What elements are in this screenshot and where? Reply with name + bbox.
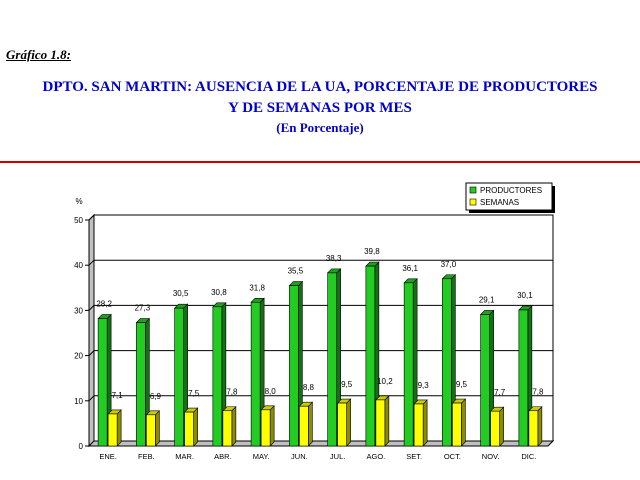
bar-productores	[365, 265, 376, 447]
bar-productores	[289, 285, 299, 447]
bar-productores	[518, 309, 529, 447]
bar-semanas	[490, 410, 500, 447]
bar-productores	[136, 322, 146, 447]
x-tick-label: OCT.	[444, 452, 461, 461]
bar-side	[193, 407, 198, 447]
gridline	[88, 304, 553, 311]
bar-semanas	[528, 410, 539, 447]
data-label-productores: 27,3	[135, 304, 151, 313]
x-tick-label: MAR.	[175, 452, 194, 461]
data-label-productores: 35,5	[288, 267, 304, 276]
data-label-productores: 31,8	[249, 283, 265, 292]
data-label-productores: 30,8	[211, 288, 227, 297]
bar-productores	[97, 318, 108, 447]
legend-swatch-semanas	[469, 198, 477, 206]
data-label-semanas: 7,8	[532, 388, 544, 397]
bar-productores	[212, 306, 223, 447]
bar-side	[308, 401, 313, 447]
data-label-semanas: 9,5	[456, 380, 468, 389]
x-tick-label: ENE.	[99, 452, 117, 461]
bar-productores	[250, 301, 261, 447]
bar-side	[499, 406, 504, 447]
y-tick-label: 20	[74, 352, 83, 361]
data-label-semanas: 6,9	[150, 392, 162, 401]
bar-productores	[442, 278, 452, 447]
legend-label-productores: PRODUCTORES	[480, 186, 542, 195]
bar-semanas	[452, 402, 462, 447]
figure-label: Gráfico 1.8:	[6, 47, 71, 62]
y-tick-label: 50	[74, 216, 83, 225]
bar-semanas	[375, 399, 386, 447]
plot-side-wall	[88, 213, 95, 448]
bar-side	[384, 395, 390, 447]
x-tick-label: ABR.	[214, 452, 232, 461]
data-label-productores: 37,0	[441, 260, 457, 269]
x-tick-label: FEB.	[138, 452, 155, 461]
data-label-productores: 30,1	[517, 291, 533, 300]
legend-label-semanas: SEMANAS	[480, 198, 519, 207]
bar-side	[461, 398, 466, 447]
y-tick-label: 40	[74, 261, 83, 270]
data-label-semanas: 8,8	[303, 383, 315, 392]
x-tick-label: JUL.	[330, 452, 345, 461]
bar-semanas	[107, 413, 118, 447]
data-label-productores: 28,2	[96, 300, 112, 309]
bar-semanas	[146, 414, 156, 447]
gridline	[88, 350, 553, 356]
bar-productores	[174, 307, 184, 447]
y-tick-label: 0	[79, 442, 84, 451]
x-tick-label: SET.	[406, 452, 422, 461]
bar-productores	[327, 272, 337, 447]
data-label-semanas: 7,1	[112, 391, 124, 400]
bar-productores	[480, 314, 490, 447]
bar-side	[269, 405, 275, 447]
bar-productores	[403, 282, 414, 447]
data-label-productores: 36,1	[402, 264, 418, 273]
data-label-productores: 29,1	[479, 295, 495, 304]
data-label-semanas: 10,2	[377, 377, 393, 386]
gridline	[88, 214, 553, 221]
data-label-productores: 39,8	[364, 247, 380, 256]
data-label-semanas: 7,8	[226, 388, 238, 397]
gridline	[88, 395, 553, 402]
bar-semanas	[184, 411, 194, 447]
bar-side	[155, 410, 160, 447]
data-label-semanas: 8,0	[265, 387, 277, 396]
data-label-semanas: 9,5	[341, 380, 353, 389]
data-label-semanas: 9,3	[418, 381, 430, 390]
bar-semanas	[337, 402, 347, 447]
x-tick-label: DIC.	[521, 452, 536, 461]
gridline	[88, 259, 553, 266]
chart-subtitle: (En Porcentaje)	[276, 120, 364, 135]
bar-side	[231, 406, 237, 447]
legend	[465, 182, 553, 211]
y-tick-label: 10	[74, 397, 83, 406]
chart-title-line2: Y DE SEMANAS POR MES	[228, 100, 412, 116]
legend-swatch-productores	[469, 186, 477, 194]
header-divider	[0, 161, 640, 163]
bar-semanas	[260, 409, 271, 447]
bar-side	[346, 398, 351, 447]
bar-side	[537, 406, 543, 447]
x-tick-label: JUN.	[291, 452, 308, 461]
y-tick-label: 30	[74, 306, 83, 315]
bar-side	[422, 399, 428, 447]
x-tick-label: NOV.	[482, 452, 500, 461]
bar-semanas	[299, 405, 309, 447]
x-tick-label: AGO.	[366, 452, 385, 461]
bar-semanas	[413, 403, 424, 447]
data-label-productores: 38,3	[326, 254, 342, 263]
data-label-productores: 30,5	[173, 289, 189, 298]
x-tick-label: MAY.	[253, 452, 270, 461]
bar-side	[116, 409, 122, 447]
chart-title-line1: DPTO. SAN MARTIN: AUSENCIA DE LA UA, POR…	[42, 79, 598, 95]
y-axis-label: %	[75, 197, 82, 206]
data-label-semanas: 7,7	[494, 388, 506, 397]
bar-semanas	[222, 410, 233, 447]
data-label-semanas: 7,5	[188, 389, 200, 398]
